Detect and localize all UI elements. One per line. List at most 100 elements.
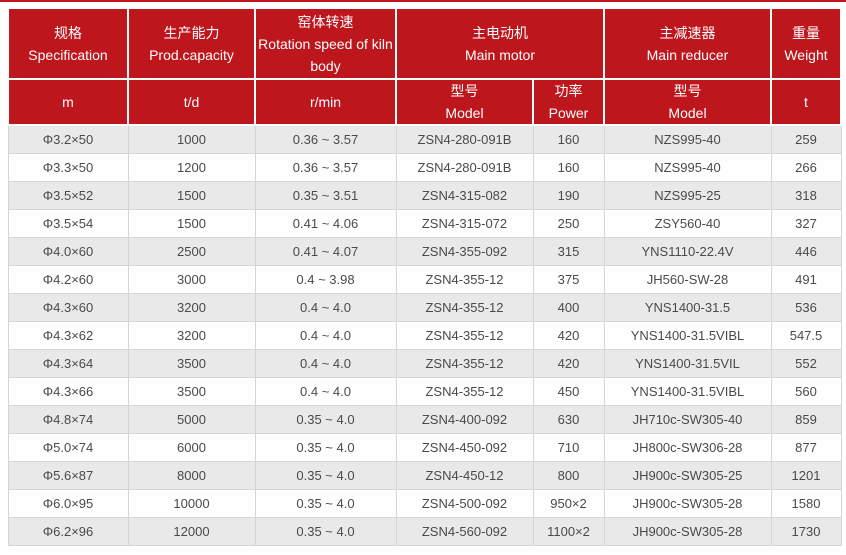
header-cn-label: 窑体转速 [297, 13, 354, 30]
header-en-label: Main reducer [646, 46, 729, 63]
cell-weight: 266 [770, 153, 842, 182]
cell-reducer-model: YNS1400-31.5VIL [603, 349, 772, 378]
cell-weight: 1201 [770, 461, 842, 490]
cell-reducer-model: YNS1400-31.5VIBL [603, 321, 772, 350]
cell-motor-model: ZSN4-355-12 [395, 321, 534, 350]
header-cn-label: 重量 [792, 24, 820, 41]
header-specification: 规格 Specification [7, 7, 129, 80]
header-cn-label: 规格 [54, 24, 82, 41]
header-weight: 重量 Weight [770, 7, 842, 80]
cell-motor-model: ZSN4-315-082 [395, 181, 534, 210]
cell-reducer-model: JH560-SW-28 [603, 265, 772, 294]
cell-spec: Φ3.5×54 [7, 209, 129, 238]
cell-motor-model: ZSN4-280-091B [395, 124, 534, 154]
cell-capacity: 2500 [127, 237, 256, 266]
cell-speed: 0.35 ~ 4.0 [254, 433, 397, 462]
header-en-label: Rotation speed of kiln body [258, 35, 393, 74]
cell-reducer-model: JH800c-SW306-28 [603, 433, 772, 462]
cell-weight: 1730 [770, 517, 842, 546]
cell-weight: 560 [770, 377, 842, 406]
cell-capacity: 3200 [127, 321, 256, 350]
cell-capacity: 8000 [127, 461, 256, 490]
cell-reducer-model: NZS995-40 [603, 153, 772, 182]
header-en-label: Power [548, 105, 589, 121]
cell-reducer-model: NZS995-40 [603, 124, 772, 154]
cell-motor-model: ZSN4-355-12 [395, 377, 534, 406]
table-row: Φ4.3×60 3200 0.4 ~ 4.0 ZSN4-355-12 400 YNS140… [7, 293, 842, 322]
cell-power: 160 [532, 153, 605, 182]
cell-speed: 0.4 ~ 4.0 [254, 349, 397, 378]
cell-weight: 536 [770, 293, 842, 322]
cell-motor-model: ZSN4-355-12 [395, 293, 534, 322]
cell-spec: Φ6.0×95 [7, 489, 129, 518]
table-row: Φ6.2×96 12000 0.35 ~ 4.0 ZSN4-560-092 1100×2… [7, 517, 842, 546]
header-en-label: Prod.capacity [149, 46, 234, 63]
cell-speed: 0.4 ~ 3.98 [254, 265, 397, 294]
cell-spec: Φ4.3×60 [7, 293, 129, 322]
cell-weight: 318 [770, 181, 842, 210]
table-row: Φ6.0×95 10000 0.35 ~ 4.0 ZSN4-500-092 950×2 J… [7, 489, 842, 518]
cell-power: 190 [532, 181, 605, 210]
cell-capacity: 1000 [127, 124, 256, 154]
header-unit-tpd: t/d [127, 78, 256, 126]
cell-power: 400 [532, 293, 605, 322]
cell-weight: 446 [770, 237, 842, 266]
cell-capacity: 3500 [127, 377, 256, 406]
header-en-label: Specification [28, 46, 108, 63]
table-header: 规格 Specification 生产能力 Prod.capacity 窑体转速… [7, 7, 842, 126]
cell-speed: 0.4 ~ 4.0 [254, 377, 397, 406]
cell-motor-model: ZSN4-355-12 [395, 265, 534, 294]
cell-speed: 0.36 ~ 3.57 [254, 153, 397, 182]
cell-speed: 0.35 ~ 4.0 [254, 405, 397, 434]
header-en-label: Weight [784, 46, 828, 63]
page-top-rule [0, 0, 846, 2]
cell-motor-model: ZSN4-450-092 [395, 433, 534, 462]
cell-reducer-model: JH710c-SW305-40 [603, 405, 772, 434]
table-row: Φ5.6×87 8000 0.35 ~ 4.0 ZSN4-450-12 800 JH900… [7, 461, 842, 490]
cell-speed: 0.4 ~ 4.0 [254, 321, 397, 350]
cell-power: 315 [532, 237, 605, 266]
header-unit-rpm: r/min [254, 78, 397, 126]
header-motor-model: 型号 Model [395, 78, 534, 126]
cell-weight: 259 [770, 124, 842, 154]
cell-spec: Φ4.3×64 [7, 349, 129, 378]
table-row: Φ5.0×74 6000 0.35 ~ 4.0 ZSN4-450-092 710 JH80… [7, 433, 842, 462]
cell-motor-model: ZSN4-400-092 [395, 405, 534, 434]
header-prod-capacity: 生产能力 Prod.capacity [127, 7, 256, 80]
cell-spec: Φ3.2×50 [7, 124, 129, 154]
cell-weight: 1580 [770, 489, 842, 518]
cell-reducer-model: JH900c-SW305-28 [603, 489, 772, 518]
cell-power: 630 [532, 405, 605, 434]
cell-motor-model: ZSN4-560-092 [395, 517, 534, 546]
cell-spec: Φ4.0×60 [7, 237, 129, 266]
cell-power: 420 [532, 321, 605, 350]
cell-power: 420 [532, 349, 605, 378]
cell-capacity: 3200 [127, 293, 256, 322]
cell-speed: 0.35 ~ 3.51 [254, 181, 397, 210]
cell-reducer-model: ZSY560-40 [603, 209, 772, 238]
header-cn-label: 型号 [673, 83, 702, 99]
cell-spec: Φ3.3×50 [7, 153, 129, 182]
cell-speed: 0.41 ~ 4.06 [254, 209, 397, 238]
header-rotation-speed: 窑体转速 Rotation speed of kiln body [254, 7, 397, 80]
cell-power: 710 [532, 433, 605, 462]
table-row: Φ3.5×54 1500 0.41 ~ 4.06 ZSN4-315-072 250 ZSY… [7, 209, 842, 238]
cell-weight: 547.5 [770, 321, 842, 350]
table-row: Φ3.3×50 1200 0.36 ~ 3.57 ZSN4-280-091B 160 NZ… [7, 153, 842, 182]
cell-speed: 0.41 ~ 4.07 [254, 237, 397, 266]
header-row-sub: m t/d r/min 型号 Model 功率 Power 型号 Model t [7, 78, 842, 126]
cell-motor-model: ZSN4-450-12 [395, 461, 534, 490]
cell-reducer-model: YNS1400-31.5 [603, 293, 772, 322]
header-main-motor: 主电动机 Main motor [395, 7, 605, 80]
cell-speed: 0.36 ~ 3.57 [254, 124, 397, 154]
cell-reducer-model: JH900c-SW305-25 [603, 461, 772, 490]
header-motor-power: 功率 Power [532, 78, 605, 126]
cell-weight: 491 [770, 265, 842, 294]
cell-spec: Φ3.5×52 [7, 181, 129, 210]
cell-capacity: 3000 [127, 265, 256, 294]
cell-power: 450 [532, 377, 605, 406]
table-row: Φ4.2×60 3000 0.4 ~ 3.98 ZSN4-355-12 375 JH560… [7, 265, 842, 294]
cell-weight: 859 [770, 405, 842, 434]
cell-reducer-model: YNS1110-22.4V [603, 237, 772, 266]
header-en-label: Main motor [464, 46, 536, 63]
